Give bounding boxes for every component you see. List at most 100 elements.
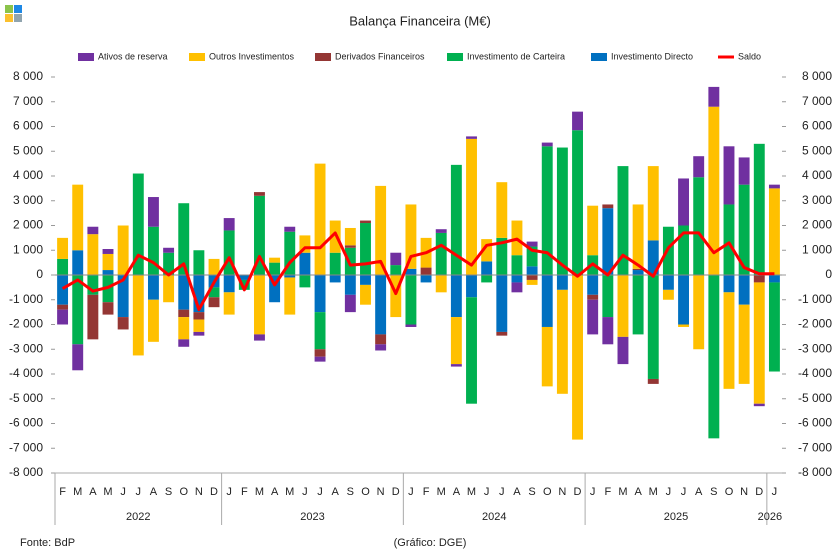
y-tick-label: 6 000 — [13, 119, 43, 133]
bar-segment — [254, 192, 265, 196]
bar-segment — [208, 297, 220, 308]
x-tick-label: A — [513, 486, 521, 498]
x-tick-label: M — [73, 486, 82, 498]
bar-segment — [587, 299, 599, 335]
bar-segment — [466, 297, 477, 404]
bar-segment — [617, 166, 629, 275]
legend-label: Ativos de reserva — [98, 51, 168, 61]
bar-segment — [223, 292, 235, 315]
x-tick-label: F — [59, 486, 66, 498]
x-tick-label: A — [150, 486, 158, 498]
bar-segment — [269, 257, 281, 263]
bar-segment — [587, 275, 599, 295]
y2-tick-label: 0 — [825, 267, 832, 281]
bar-segment — [360, 275, 371, 285]
bar-segment — [238, 275, 250, 280]
bar-segment — [193, 312, 205, 320]
bar-segment — [344, 245, 356, 248]
x-tick-label: F — [423, 486, 430, 498]
bar-segment — [768, 282, 780, 372]
bar-segment — [723, 146, 735, 205]
bar-segment — [102, 270, 114, 275]
bar-segment — [147, 275, 159, 300]
x-tick-label: J — [772, 486, 778, 498]
bar-segment — [405, 268, 417, 275]
y-tick-label: -7 000 — [9, 440, 43, 454]
bar-segment — [632, 270, 644, 275]
x-tick-label: J — [408, 486, 414, 498]
bar-segment — [693, 156, 705, 178]
x-tick-label: A — [453, 486, 461, 498]
y2-tick-label: -1 000 — [798, 292, 832, 306]
bar-segment — [163, 275, 175, 303]
bar-segment — [117, 225, 129, 275]
x-group-label: 2023 — [300, 511, 324, 523]
bar-segment — [284, 275, 296, 278]
x-tick-label: J — [120, 486, 126, 498]
bar-segment — [481, 275, 493, 283]
bar-segment — [662, 275, 674, 290]
x-tick-label: A — [634, 486, 642, 498]
bar-segment — [708, 275, 720, 439]
x-tick-label: A — [271, 486, 279, 498]
bar-segment — [223, 230, 235, 275]
x-tick-label: S — [347, 486, 354, 498]
bar-segment — [72, 184, 84, 251]
bar-segment — [57, 304, 69, 310]
bar-segment — [738, 184, 750, 275]
bar-segment — [223, 275, 235, 293]
bar-segment — [72, 250, 84, 275]
bar-segment — [541, 142, 553, 147]
y2-tick-label: 3 000 — [802, 193, 832, 207]
bar-segment — [87, 294, 99, 340]
bar-segment — [496, 331, 508, 336]
bar-segment — [572, 275, 583, 440]
x-tick-label: J — [136, 486, 142, 498]
source: Fonte: BdP — [20, 537, 75, 549]
bar-segment — [450, 275, 462, 318]
legend-label: Saldo — [738, 51, 761, 61]
bar-segment — [511, 275, 523, 283]
bar-segment — [678, 178, 690, 226]
y2-tick-label: 4 000 — [802, 168, 832, 182]
bar-segment — [178, 275, 190, 310]
x-tick-label: A — [332, 486, 340, 498]
bar-segment — [117, 317, 129, 330]
x-tick-label: J — [484, 486, 490, 498]
bar-segment — [602, 204, 614, 209]
x-tick-label: S — [528, 486, 535, 498]
bar-segment — [541, 146, 553, 275]
bar-segment — [193, 250, 205, 275]
bar-segment — [647, 378, 659, 384]
bar-segment — [632, 204, 644, 269]
bar-segment — [299, 275, 311, 288]
bar-segment — [738, 157, 750, 185]
y2-tick-label: 8 000 — [802, 69, 832, 83]
bar-segment — [587, 294, 599, 300]
y-tick-label: 8 000 — [13, 69, 43, 83]
bar-segment — [526, 246, 538, 267]
bar-segment — [193, 275, 205, 313]
bar-segment — [647, 240, 659, 275]
x-tick-label: D — [755, 486, 763, 498]
bar-segment — [723, 292, 735, 389]
bar-segment — [193, 319, 205, 332]
bar-segment — [723, 204, 735, 275]
bar-segment — [420, 267, 432, 275]
y2-tick-label: 1 000 — [802, 242, 832, 256]
bar-segment — [163, 247, 175, 253]
bar-segment — [405, 204, 417, 269]
bar-segment — [72, 344, 84, 371]
bar-segment — [617, 336, 629, 365]
x-tick-label: J — [317, 486, 323, 498]
y2-tick-label: -7 000 — [798, 440, 832, 454]
bar-segment — [117, 275, 129, 318]
y2-tick-label: -4 000 — [798, 366, 832, 380]
bar-segment — [435, 275, 447, 293]
bar-segment — [132, 173, 144, 275]
bar-segment — [678, 275, 690, 325]
x-tick-label: D — [210, 486, 218, 498]
bar-segment — [390, 252, 402, 266]
y-tick-label: -6 000 — [9, 416, 43, 430]
